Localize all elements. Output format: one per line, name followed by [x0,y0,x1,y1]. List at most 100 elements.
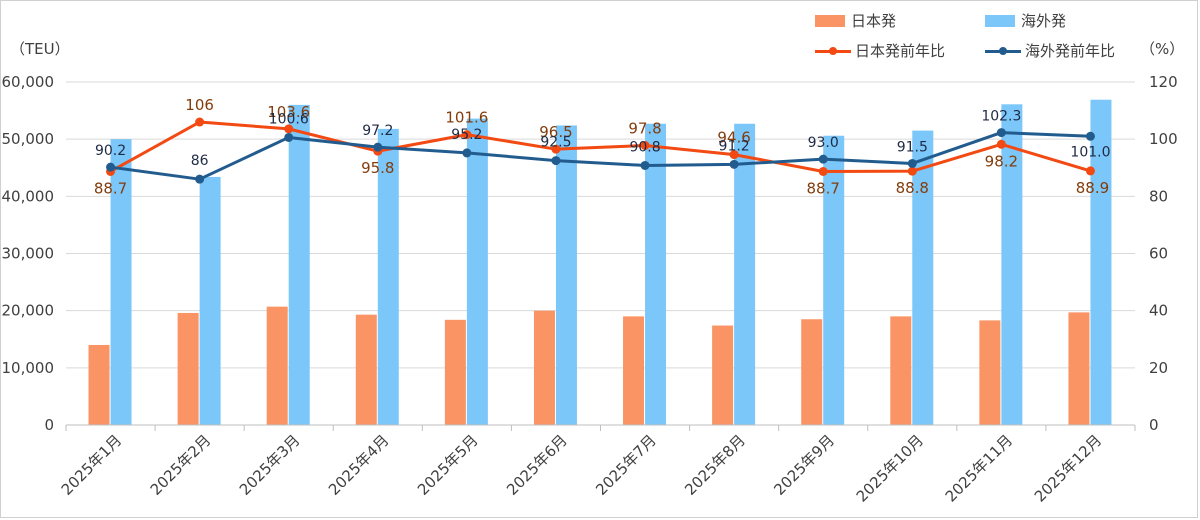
bar-japan-export [444,319,466,425]
bar-japan-export [88,344,110,425]
x-category-label: 2025年11月 [942,431,1016,505]
marker-overseas-yoy [284,132,294,142]
marker-overseas-yoy [1085,131,1095,141]
marker-japan-yoy [284,124,294,134]
bar-overseas-export [823,135,845,425]
bar-japan-export [979,320,1001,425]
y-left-tick-label: 20,000 [2,302,55,320]
x-category-label: 2025年7月 [592,431,660,499]
bar-overseas-export [199,176,221,425]
data-label-overseas-yoy: 97.2 [362,123,393,139]
y-left-tick-label: 50,000 [2,130,55,148]
bar-japan-export [890,316,912,425]
marker-overseas-yoy [818,154,828,164]
data-label-japan-yoy: 94.6 [717,129,750,147]
x-category-label: 2025年9月 [770,431,838,499]
marker-japan-yoy [462,130,472,140]
bar-overseas-export [734,123,756,426]
marker-overseas-yoy [729,159,739,169]
data-label-japan-yoy: 98.2 [985,152,1018,170]
bar-overseas-export [1001,104,1023,426]
legend-item-japan-yoy: 日本発前年比 [815,40,945,61]
bar-japan-export [1068,312,1090,425]
y-right-tick-label: 20 [1149,359,1168,377]
y-left-tick-label: 40,000 [2,187,55,205]
marker-japan-yoy [729,150,739,160]
y-right-tick-label: 120 [1149,73,1178,91]
x-category-label: 2025年10月 [853,431,927,505]
data-label-overseas-yoy: 86 [191,153,209,169]
x-category-label: 2025年5月 [414,431,482,499]
line-japan-yoy [109,120,1091,173]
data-label-overseas-yoy: 100.6 [269,111,309,127]
marker-overseas-yoy [462,148,472,158]
y-right-tick-label: 80 [1149,187,1168,205]
marker-overseas-yoy [907,158,917,168]
bar-overseas-export [288,104,310,425]
data-label-overseas-yoy: 101.0 [1070,144,1110,160]
marker-overseas-yoy [195,174,205,184]
bar-overseas-export [466,118,488,425]
data-label-overseas-yoy: 91.2 [719,138,750,154]
data-label-japan-yoy: 106 [185,96,214,114]
bar-japan-export [177,312,199,425]
bar-japan-export [712,325,734,425]
legend-label-overseas: 海外発 [1021,12,1067,30]
bar-japan-export [801,319,823,425]
bar-overseas-export [1090,99,1112,425]
x-category-label: 2025年6月 [503,431,571,499]
bar-overseas-export [110,139,132,425]
legend-item-japan-export: 日本発 [815,10,896,31]
legend-label-japan: 日本発 [851,12,897,30]
data-label-japan-yoy: 88.8 [896,179,929,197]
data-label-japan-yoy: 88.9 [1076,179,1109,197]
x-category-label: 2025年4月 [325,431,393,499]
x-category-label: 2025年3月 [236,431,304,499]
data-label-japan-yoy: 88.7 [807,179,840,197]
bar-overseas-export [555,125,577,426]
legend-item-overseas-export: 海外発 [985,10,1066,31]
marker-overseas-yoy [106,162,116,172]
marker-japan-yoy [195,117,205,127]
data-label-japan-yoy: 97.8 [628,119,661,137]
data-label-overseas-yoy: 90.8 [629,139,660,155]
data-label-overseas-yoy: 92.5 [540,135,571,151]
y-right-tick-label: 40 [1149,302,1168,320]
y-left-tick-label: 30,000 [2,245,55,263]
marker-japan-yoy [818,166,828,176]
data-label-japan-yoy: 88.7 [94,179,127,197]
marker-japan-yoy [1085,166,1095,176]
bar-overseas-export [377,128,399,426]
legend-swatch-line-overseas [985,45,1021,57]
legend-swatch-bar-japan [815,14,845,27]
data-label-overseas-yoy: 95.2 [451,127,482,143]
legend-label-overseas-yoy: 海外発前年比 [1025,42,1116,60]
x-category-label: 2025年12月 [1031,431,1105,505]
x-category-label: 2025年2月 [147,431,215,499]
marker-overseas-yoy [551,156,561,166]
marker-japan-yoy [640,140,650,150]
data-label-overseas-yoy: 93.0 [808,135,839,151]
marker-japan-yoy [996,139,1006,149]
legend-label-japan-yoy: 日本発前年比 [855,42,946,60]
marker-overseas-yoy [996,128,1006,138]
y-left-tick-label: 0 [44,416,54,434]
bar-overseas-export [912,130,934,425]
data-label-japan-yoy: 103.6 [267,103,310,121]
marker-overseas-yoy [640,160,650,170]
data-label-overseas-yoy: 91.5 [897,139,928,155]
y-right-tick-label: 0 [1149,416,1159,434]
data-label-japan-yoy: 95.8 [361,159,394,177]
y-left-tick-label: 60,000 [2,73,55,91]
data-label-japan-yoy: 96.5 [539,123,572,141]
data-label-japan-yoy: 101.6 [445,109,488,127]
legend-swatch-line-japan [815,45,851,57]
data-label-overseas-yoy: 90.2 [95,143,126,159]
y-right-tick-label: 60 [1149,245,1168,263]
legend-swatch-bar-overseas [985,14,1015,27]
y-left-tick-label: 10,000 [2,359,55,377]
left-axis-unit: （TEU） [10,40,70,58]
bar-overseas-export [645,123,667,426]
